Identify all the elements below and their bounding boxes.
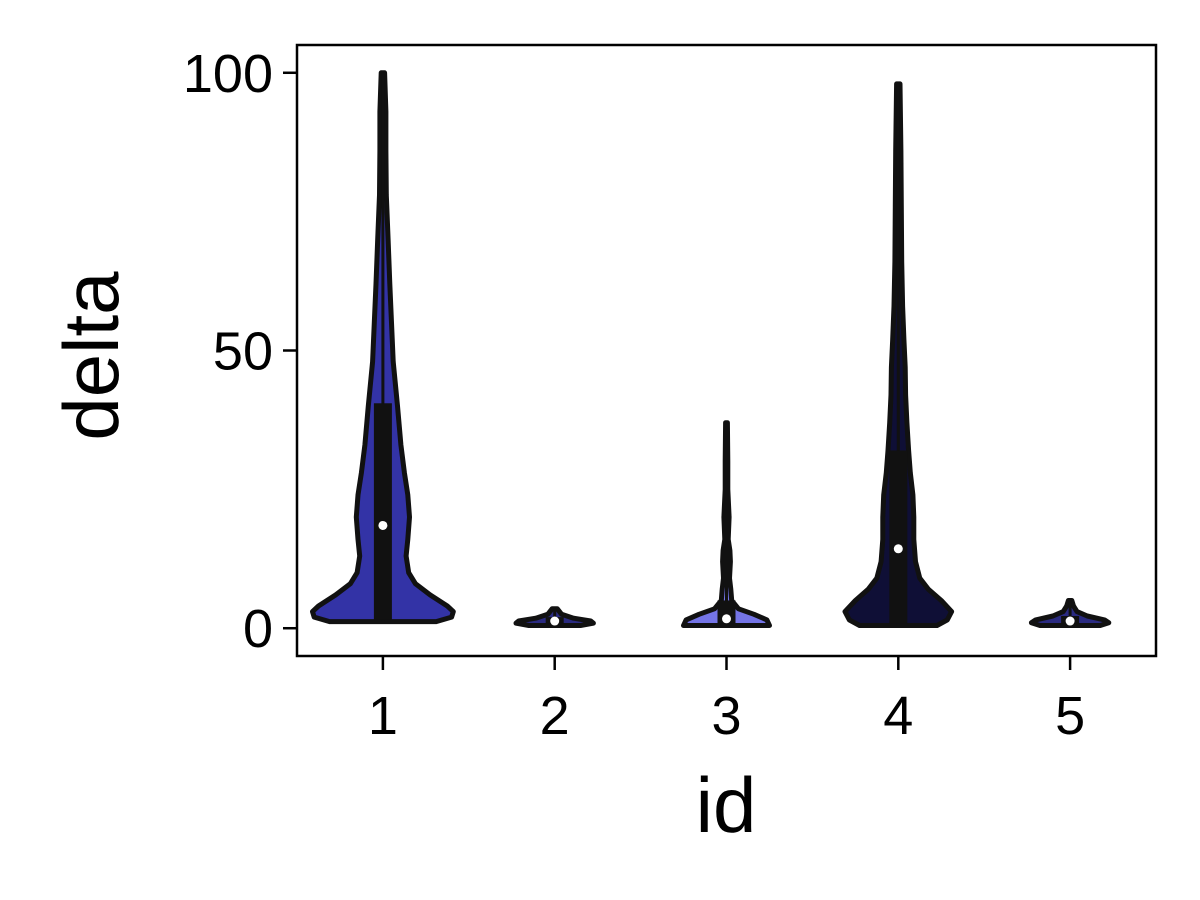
violin-median-5 [1065,616,1075,626]
violin-median-4 [893,544,903,554]
violin-iqr-box-1 [373,403,392,620]
x-axis-title: id [696,761,757,849]
y-tick-label: 100 [183,44,273,104]
y-axis-title: delta [47,271,135,441]
x-tick-label: 2 [540,686,570,746]
violin-median-3 [722,614,731,624]
violin-median-2 [550,616,560,626]
y-axis: 0 50 100 [183,44,297,659]
y-tick-label: 0 [243,599,273,659]
violin-iqr-box-3 [717,600,736,624]
violin-iqr-box-4 [889,450,908,624]
violins-layer [310,70,1112,628]
violin-median-1 [378,520,388,530]
x-tick-label: 1 [368,686,398,746]
x-axis: 1 2 3 4 5 [368,656,1085,746]
y-tick-label: 50 [213,322,273,382]
x-tick-label: 5 [1055,686,1085,746]
x-tick-label: 3 [711,686,741,746]
x-tick-label: 4 [883,686,913,746]
